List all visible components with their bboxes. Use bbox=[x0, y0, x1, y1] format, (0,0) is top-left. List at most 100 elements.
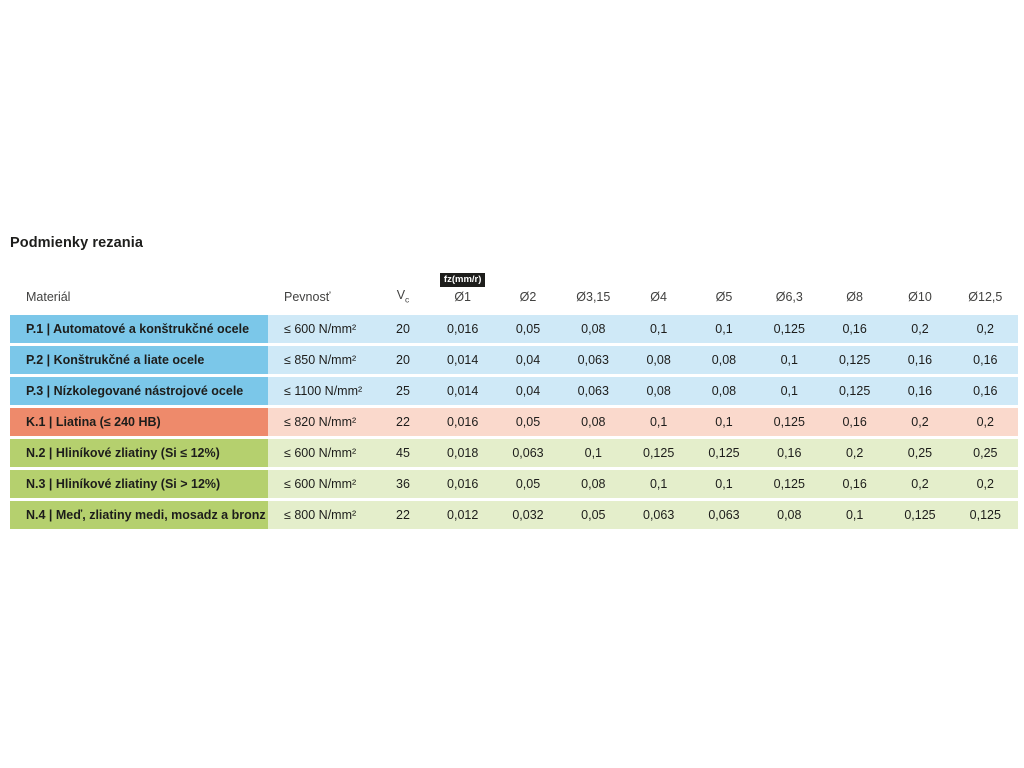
feed-cell: 0,2 bbox=[887, 408, 953, 436]
vc-cell: 45 bbox=[376, 439, 430, 467]
diameter-label: Ø8 bbox=[846, 290, 863, 304]
vc-cell: 22 bbox=[376, 501, 430, 529]
pevnost-cell: ≤ 820 N/mm² bbox=[268, 408, 376, 436]
table-row-n.2: N.2 | Hliníkové zliatiny (Si ≤ 12%) ≤ 600… bbox=[10, 439, 1018, 467]
diameter-label: Ø12,5 bbox=[968, 290, 1003, 304]
vc-cell: 20 bbox=[376, 315, 430, 343]
feed-cell: 0,08 bbox=[691, 346, 757, 374]
feed-cell: 0,063 bbox=[495, 439, 561, 467]
feed-cell: 0,16 bbox=[756, 439, 822, 467]
vc-subscript: c bbox=[405, 294, 410, 304]
feed-cell: 0,125 bbox=[887, 501, 953, 529]
vc-cell: 36 bbox=[376, 470, 430, 498]
feed-cell: 0,016 bbox=[430, 315, 496, 343]
feed-cell: 0,125 bbox=[821, 377, 888, 405]
feed-cell: 0,018 bbox=[430, 439, 496, 467]
pevnost-cell: ≤ 1100 N/mm² bbox=[268, 377, 376, 405]
feed-cell: 0,05 bbox=[560, 501, 626, 529]
vc-cell: 22 bbox=[376, 408, 430, 436]
column-header-material: Materiál bbox=[26, 290, 71, 304]
column-header-vc: Vc bbox=[376, 258, 430, 312]
feed-cell: 0,16 bbox=[821, 315, 888, 343]
diameter-label: Ø2 bbox=[519, 290, 537, 304]
feed-cell: 0,05 bbox=[495, 315, 561, 343]
feed-unit-badge: fz(mm/r) bbox=[439, 272, 486, 287]
feed-cell: 0,16 bbox=[887, 377, 953, 405]
feed-cell: 0,05 bbox=[495, 470, 561, 498]
feed-cell: 0,032 bbox=[495, 501, 561, 529]
table-row-n.3: N.3 | Hliníkové zliatiny (Si > 12%) ≤ 600… bbox=[10, 470, 1018, 498]
feed-cell: 0,08 bbox=[560, 315, 626, 343]
table-row-p.1: P.1 | Automatové a konštrukčné ocele ≤ 60… bbox=[10, 315, 1018, 343]
feed-cell: 0,016 bbox=[430, 408, 496, 436]
feed-cell: 0,1 bbox=[625, 470, 692, 498]
table-row-k.1: K.1 | Liatina (≤ 240 HB) ≤ 820 N/mm² 22 0,0… bbox=[10, 408, 1018, 436]
table-row-p.3: P.3 | Nízkolegované nástrojové ocele ≤ 11… bbox=[10, 377, 1018, 405]
feed-cell: 0,125 bbox=[691, 439, 757, 467]
feed-cell: 0,1 bbox=[691, 315, 757, 343]
feed-cell: 0,08 bbox=[560, 470, 626, 498]
feed-cell: 0,012 bbox=[430, 501, 496, 529]
column-header-diameter-4: Ø4 bbox=[626, 258, 691, 312]
material-cell: K.1 | Liatina (≤ 240 HB) bbox=[10, 408, 268, 436]
feed-cell: 0,125 bbox=[952, 501, 1018, 529]
feed-cell: 0,16 bbox=[887, 346, 953, 374]
feed-cell: 0,125 bbox=[756, 470, 822, 498]
feed-cell: 0,25 bbox=[887, 439, 953, 467]
feed-cell: 0,16 bbox=[821, 408, 888, 436]
feed-cell: 0,04 bbox=[495, 377, 561, 405]
diameter-label: Ø6,3 bbox=[775, 290, 803, 304]
column-header-diameter-1: fz(mm/r) Ø1 bbox=[430, 258, 495, 312]
feed-cell: 0,1 bbox=[821, 501, 888, 529]
feed-cell: 0,1 bbox=[756, 346, 822, 374]
material-cell: P.3 | Nízkolegované nástrojové ocele bbox=[10, 377, 268, 405]
table-body: P.1 | Automatové a konštrukčné ocele ≤ 60… bbox=[10, 315, 1018, 529]
feed-cell: 0,04 bbox=[495, 346, 561, 374]
feed-cell: 0,2 bbox=[887, 315, 953, 343]
vc-cell: 25 bbox=[376, 377, 430, 405]
feed-cell: 0,08 bbox=[560, 408, 626, 436]
diameter-label: Ø4 bbox=[650, 290, 667, 304]
diameter-label: Ø10 bbox=[908, 290, 932, 304]
pevnost-cell: ≤ 600 N/mm² bbox=[268, 315, 376, 343]
material-cell: N.2 | Hliníkové zliatiny (Si ≤ 12%) bbox=[10, 439, 268, 467]
feed-cell: 0,1 bbox=[691, 408, 757, 436]
feed-cell: 0,1 bbox=[625, 315, 692, 343]
column-header-diameter-6: Ø6,3 bbox=[757, 258, 822, 312]
column-header-pevnost: Pevnosť bbox=[284, 290, 331, 304]
diameter-label: Ø5 bbox=[715, 290, 733, 304]
feed-cell: 0,016 bbox=[430, 470, 496, 498]
feed-cell: 0,1 bbox=[560, 439, 626, 467]
feed-cell: 0,08 bbox=[691, 377, 757, 405]
feed-cell: 0,08 bbox=[756, 501, 822, 529]
material-cell: P.1 | Automatové a konštrukčné ocele bbox=[10, 315, 268, 343]
feed-cell: 0,25 bbox=[952, 439, 1018, 467]
vc-label: V bbox=[396, 287, 406, 302]
column-header-diameter-2: Ø2 bbox=[495, 258, 560, 312]
feed-cell: 0,08 bbox=[625, 346, 692, 374]
table-row-n.4: N.4 | Meď, zliatiny medi, mosadz a bronz… bbox=[10, 501, 1018, 529]
feed-cell: 0,063 bbox=[560, 346, 626, 374]
column-header-diameter-9: Ø12,5 bbox=[953, 258, 1018, 312]
feed-cell: 0,1 bbox=[625, 408, 692, 436]
feed-cell: 0,125 bbox=[821, 346, 888, 374]
feed-cell: 0,014 bbox=[430, 377, 496, 405]
column-header-diameter-3: Ø3,15 bbox=[561, 258, 626, 312]
cutting-conditions-table: Materiál Pevnosť Vc fz(mm/r) Ø1 Ø2 Ø3,15… bbox=[10, 255, 1018, 532]
feed-cell: 0,2 bbox=[821, 439, 888, 467]
feed-cell: 0,2 bbox=[952, 408, 1018, 436]
column-header-diameter-8: Ø10 bbox=[887, 258, 952, 312]
page-title: Podmienky rezania bbox=[10, 235, 144, 251]
feed-cell: 0,1 bbox=[756, 377, 822, 405]
feed-cell: 0,063 bbox=[691, 501, 757, 529]
feed-cell: 0,05 bbox=[495, 408, 561, 436]
diameter-label: Ø3,15 bbox=[576, 290, 611, 304]
column-header-diameter-7: Ø8 bbox=[822, 258, 887, 312]
diameter-label: Ø1 bbox=[454, 290, 471, 304]
feed-cell: 0,16 bbox=[952, 377, 1018, 405]
feed-cell: 0,2 bbox=[887, 470, 953, 498]
table-header-row: Materiál Pevnosť Vc fz(mm/r) Ø1 Ø2 Ø3,15… bbox=[10, 258, 1018, 312]
feed-cell: 0,125 bbox=[756, 408, 822, 436]
column-header-diameter-5: Ø5 bbox=[691, 258, 756, 312]
material-cell: P.2 | Konštrukčné a liate ocele bbox=[10, 346, 268, 374]
